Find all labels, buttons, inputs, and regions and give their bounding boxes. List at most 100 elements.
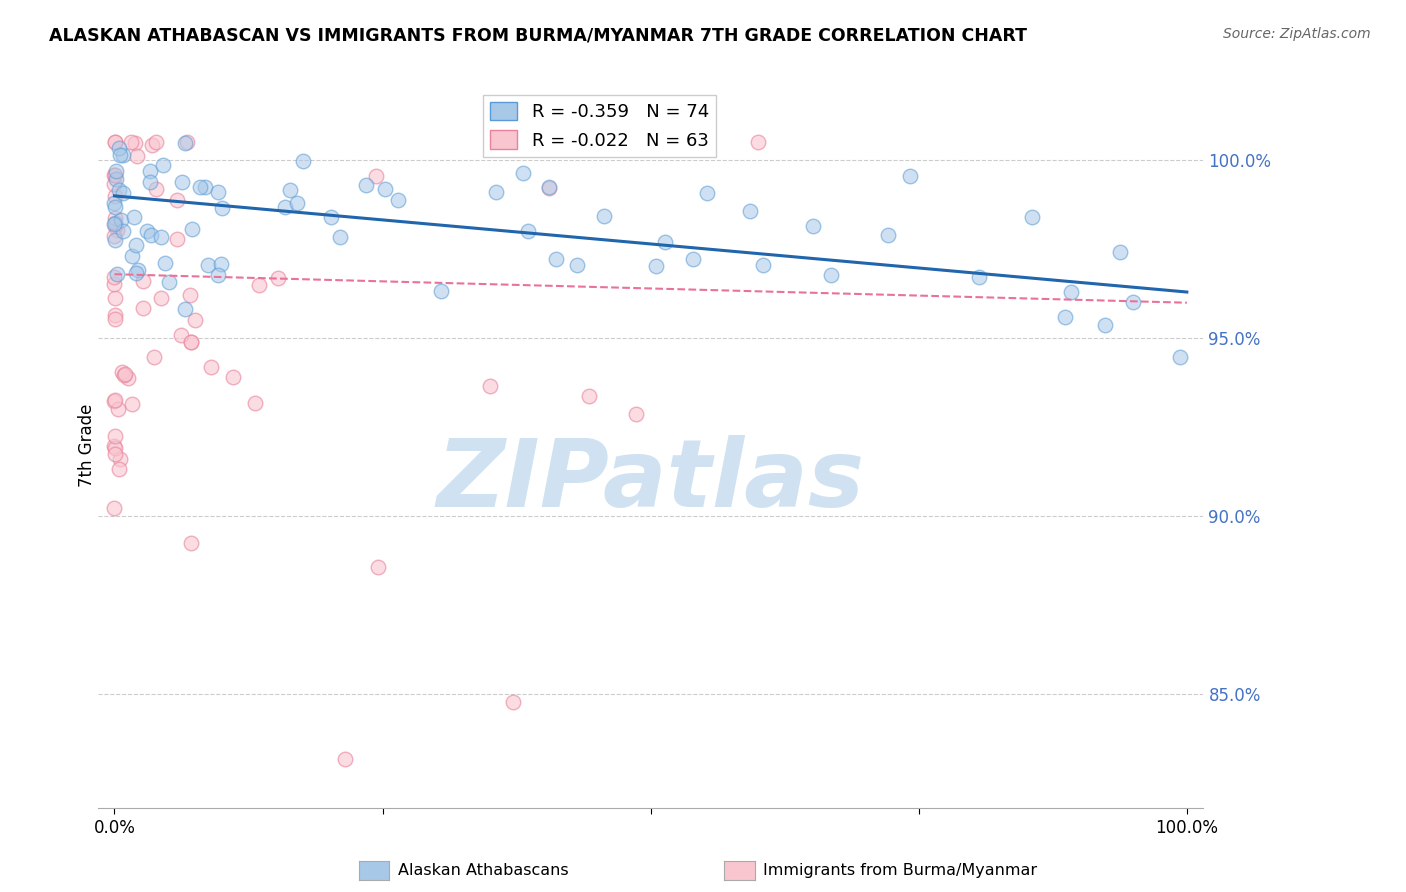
Point [108,451,131,466]
Point [354,178,377,192]
Point [107,268,129,282]
Point [820,268,842,282]
Point [125,238,148,252]
Point [114,367,136,381]
Point [103,169,125,183]
Point [174,302,197,317]
Point [104,163,127,178]
Point [367,560,389,574]
Point [121,249,143,263]
Point [747,136,769,150]
Point [145,136,167,150]
Point [696,186,718,201]
Point [176,136,198,150]
Point [104,216,127,230]
Point [752,258,775,272]
Point [280,183,302,197]
Point [538,180,561,194]
Point [193,180,215,194]
Point [173,136,195,151]
Point [127,262,149,277]
Point [104,308,127,322]
Point [138,174,160,188]
Point [104,200,127,214]
Point [157,275,180,289]
Point [211,202,233,216]
Point [207,268,229,282]
Point [1060,285,1083,299]
Point [222,370,245,384]
Legend: R = -0.359   N = 74, R = -0.022   N = 63: R = -0.359 N = 74, R = -0.022 N = 63 [482,95,716,157]
Text: ALASKAN ATHABASCAN VS IMMIGRANTS FROM BURMA/MYANMAR 7TH GRADE CORRELATION CHART: ALASKAN ATHABASCAN VS IMMIGRANTS FROM BU… [49,27,1028,45]
Point [209,257,232,271]
Point [112,224,135,238]
Point [103,439,125,453]
Point [321,210,343,224]
Point [108,183,131,197]
Point [149,291,172,305]
Point [1168,350,1191,364]
Point [166,232,188,246]
Point [107,141,129,155]
Point [104,189,127,203]
Point [374,182,396,196]
Point [107,462,129,476]
Point [366,169,388,183]
Point [150,229,173,244]
Point [111,186,134,200]
Point [122,210,145,224]
Point [1109,245,1132,260]
Point [247,278,270,293]
Point [274,200,297,214]
Point [111,365,134,379]
Point [107,401,129,416]
Point [139,164,162,178]
Text: Source: ZipAtlas.com: Source: ZipAtlas.com [1223,27,1371,41]
Point [105,223,128,237]
Point [188,180,211,194]
Point [180,334,202,349]
Point [124,266,146,280]
Point [179,288,201,302]
Point [104,234,127,248]
Text: Alaskan Athabascans: Alaskan Athabascans [398,863,568,878]
Point [103,429,125,443]
Point [626,407,648,421]
Text: ZIPatlas: ZIPatlas [437,435,865,527]
Point [877,227,900,242]
Point [537,180,560,194]
Point [682,252,704,267]
Point [103,136,125,150]
Point [245,396,267,410]
Point [184,313,207,327]
Point [645,259,668,273]
Point [180,335,202,350]
Point [104,211,127,225]
Point [104,172,127,186]
Point [127,149,149,163]
Point [143,350,166,364]
Point [103,168,125,182]
Point [200,360,222,375]
Point [110,148,132,162]
Point [180,536,202,550]
Point [654,235,676,249]
Point [145,182,167,196]
Point [103,229,125,244]
Point [567,258,589,272]
Point [517,224,540,238]
Point [120,136,142,150]
Point [387,193,409,207]
Point [479,379,502,393]
Point [103,311,125,326]
Point [104,441,127,455]
Point [103,277,125,292]
Point [180,221,202,235]
Y-axis label: 7th Grade: 7th Grade [79,403,96,487]
Point [139,227,162,242]
Point [132,274,155,288]
Point [117,371,139,385]
Point [1053,310,1076,324]
Point [170,328,193,343]
Point [136,224,159,238]
